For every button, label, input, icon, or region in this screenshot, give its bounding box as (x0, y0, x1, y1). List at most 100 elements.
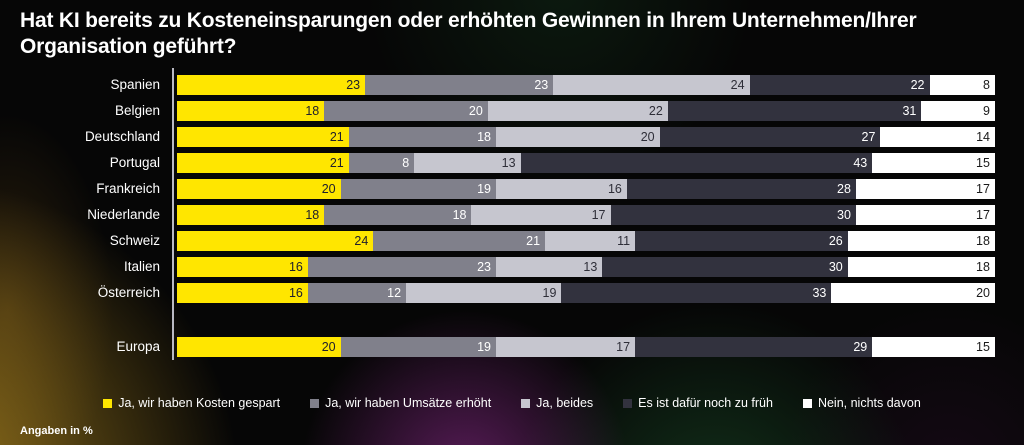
bar-segment: 28 (626, 179, 856, 199)
segment-value: 28 (837, 182, 851, 196)
segment-value: 21 (329, 156, 344, 170)
segment-value: 13 (583, 260, 598, 274)
segment-value: 22 (910, 78, 925, 92)
segment-value: 12 (387, 286, 402, 300)
bar-segment: 17 (471, 205, 611, 225)
category-label: Deutschland (84, 129, 160, 144)
segment-value: 17 (616, 340, 631, 354)
segment-value: 11 (617, 234, 631, 248)
legend-label: Ja, wir haben Umsätze erhöht (325, 396, 492, 410)
bar-segment: 23 (307, 257, 496, 277)
segment-value: 33 (812, 286, 827, 300)
bar-row: Schweiz 24 21 11 26 18 (0, 231, 1024, 251)
bar-segment: 21 (373, 231, 546, 251)
legend-item: Nein, nichts davon (802, 396, 921, 410)
bar-segment: 23 (365, 75, 554, 95)
legend-label: Ja, wir haben Kosten gespart (118, 396, 281, 410)
category-label: Schweiz (109, 233, 160, 248)
bar-segment: 17 (855, 205, 995, 225)
bar-segment: 20 (496, 127, 660, 147)
bar-row: Italien 16 23 13 30 18 (0, 257, 1024, 277)
segment-value: 43 (853, 156, 868, 170)
segment-value: 20 (468, 104, 483, 118)
legend: Ja, wir haben Kosten gespart Ja, wir habe… (0, 396, 1024, 410)
bar-row: Portugal 21 8 13 43 15 (0, 153, 1024, 173)
bar-segment: 18 (847, 231, 995, 251)
segment-value: 29 (853, 340, 868, 354)
legend-item: Es ist dafür noch zu früh (623, 396, 773, 410)
category-label: Spanien (110, 77, 160, 92)
bar-segment: 33 (561, 283, 832, 303)
bar-segment: 14 (880, 127, 995, 147)
stacked-bar: 16 12 19 33 20 (177, 283, 995, 303)
segment-value: 9 (983, 104, 990, 118)
segment-value: 27 (861, 130, 876, 144)
legend-swatch-icon (521, 398, 531, 408)
segment-value: 24 (730, 78, 745, 92)
segment-value: 23 (534, 78, 549, 92)
bar-segment: 24 (553, 75, 750, 95)
bar-segment: 20 (324, 101, 488, 121)
stacked-bar: 16 23 13 30 18 (177, 257, 995, 277)
segment-value: 13 (501, 156, 516, 170)
bar-segment: 18 (348, 127, 496, 147)
legend-swatch-icon (103, 398, 113, 408)
stacked-bar: 18 20 22 31 9 (177, 101, 995, 121)
category-label: Österreich (97, 285, 160, 300)
bar-segment: 17 (855, 179, 995, 199)
segment-value: 16 (607, 182, 622, 196)
bar-row: Niederlande 18 18 17 30 17 (0, 205, 1024, 225)
category-label: Belgien (114, 103, 160, 118)
stacked-bar: 24 21 11 26 18 (177, 231, 995, 251)
bar-segment: 13 (414, 153, 521, 173)
bar-segment: 29 (635, 337, 873, 357)
bar-segment: 15 (872, 153, 995, 173)
bar-segment: 22 (487, 101, 668, 121)
bar-segment: 16 (496, 179, 627, 199)
stacked-bar: 20 19 16 28 17 (177, 179, 995, 199)
chart-title: Hat KI bereits zu Kosteneinsparungen ode… (20, 9, 917, 58)
bar-segment: 20 (177, 337, 341, 357)
segment-value: 17 (591, 208, 606, 222)
segment-value: 21 (329, 130, 344, 144)
bar-segment: 20 (177, 179, 341, 199)
axis-line (172, 68, 174, 360)
segment-value: 17 (976, 208, 990, 222)
legend-item: Ja, wir haben Kosten gespart (103, 396, 280, 410)
bar-row: Spanien 23 23 24 22 8 (0, 75, 1024, 95)
legend-label: Ja, beides (536, 396, 594, 410)
segment-value: 22 (648, 104, 663, 118)
segment-value: 31 (902, 104, 917, 118)
bar-segment: 17 (496, 337, 636, 357)
bar-segment: 22 (749, 75, 930, 95)
segment-value: 20 (321, 182, 336, 196)
category-label: Europa (116, 339, 160, 354)
legend-label: Nein, nichts davon (817, 396, 921, 410)
stacked-bar: 18 18 17 30 17 (177, 205, 995, 225)
segment-value: 15 (976, 340, 990, 354)
bar-segment: 18 (177, 205, 325, 225)
bar-segment: 16 (177, 257, 308, 277)
category-label: Frankreich (96, 181, 160, 196)
segment-value: 14 (976, 130, 990, 144)
bar-segment: 19 (340, 337, 496, 357)
segment-value: 19 (542, 286, 557, 300)
stacked-bar: 21 18 20 27 14 (177, 127, 995, 147)
bar-segment: 13 (496, 257, 603, 277)
footnote: Angaben in % (20, 425, 93, 437)
stacked-bar: 23 23 24 22 8 (177, 75, 995, 95)
segment-value: 8 (402, 156, 410, 170)
segment-value: 16 (288, 286, 303, 300)
segment-value: 18 (305, 104, 320, 118)
segment-value: 15 (976, 156, 990, 170)
bar-segment: 16 (177, 283, 308, 303)
segment-value: 30 (828, 260, 843, 274)
legend-swatch-icon (623, 398, 633, 408)
bar-segment: 11 (545, 231, 636, 251)
segment-value: 21 (526, 234, 541, 248)
segment-value: 18 (976, 234, 990, 248)
bar-row: Deutschland 21 18 20 27 14 (0, 127, 1024, 147)
legend-item: Ja, beides (521, 396, 593, 410)
stacked-bar: 20 19 17 29 15 (177, 337, 995, 357)
bar-segment: 27 (659, 127, 881, 147)
